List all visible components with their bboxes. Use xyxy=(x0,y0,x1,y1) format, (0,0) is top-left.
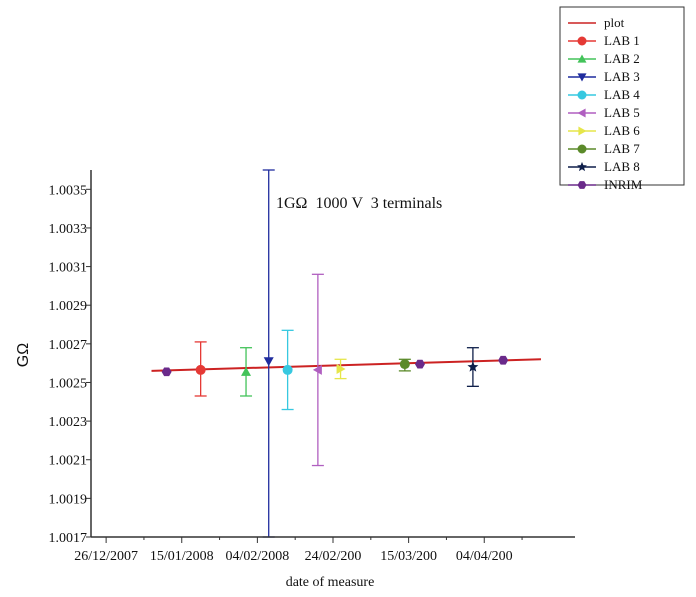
legend-label: LAB 1 xyxy=(604,33,640,48)
data-point xyxy=(414,359,425,369)
series-lab-6 xyxy=(334,358,347,380)
legend-marker xyxy=(577,36,587,46)
x-tick-label: 26/12/2007 xyxy=(74,549,138,564)
data-point xyxy=(467,361,479,372)
x-tick-label: 04/02/2008 xyxy=(225,549,289,564)
fit-line xyxy=(151,358,541,372)
chart-annotation: 1GΩ 1000 V 3 terminals xyxy=(276,195,442,212)
data-point xyxy=(399,359,410,370)
legend-item-lab-6: LAB 6 xyxy=(568,123,640,138)
legend-marker xyxy=(577,144,587,154)
legend-marker xyxy=(578,126,587,136)
legend-item-lab-5: LAB 5 xyxy=(568,105,640,120)
legend-item-lab-7: LAB 7 xyxy=(568,141,640,156)
legend-label: LAB 4 xyxy=(604,87,640,102)
y-tick-label: 1.0033 xyxy=(49,222,88,237)
legend-label: LAB 6 xyxy=(604,123,640,138)
series-lab-2 xyxy=(240,347,253,397)
legend-label: LAB 7 xyxy=(604,141,640,156)
y-tick-label: 1.0035 xyxy=(49,183,88,198)
y-tick-label: 1.0017 xyxy=(49,531,88,546)
data-point xyxy=(336,363,346,374)
legend-label: plot xyxy=(604,15,625,30)
data-point xyxy=(312,364,322,375)
data-point xyxy=(282,364,293,375)
data-point xyxy=(498,355,509,365)
y-tick-label: 1.0029 xyxy=(49,299,88,314)
data-point xyxy=(195,364,206,375)
series-lab-3 xyxy=(262,169,275,538)
y-tick-label: 1.0025 xyxy=(49,376,88,391)
series-lab-5 xyxy=(311,273,324,467)
series-lab-4 xyxy=(281,329,294,411)
legend-marker xyxy=(577,73,587,82)
y-tick-label: 1.0031 xyxy=(49,261,88,276)
legend-item-lab-2: LAB 2 xyxy=(568,51,640,66)
legend-item-plot: plot xyxy=(568,15,625,30)
axes: 1.0017 1.0019 1.0021 1.0023 1.0025 1.0027 1.00… xyxy=(49,170,575,564)
legend-marker xyxy=(577,90,587,100)
fit-line-layer xyxy=(151,358,541,372)
series-inrim xyxy=(161,355,509,377)
x-axis-label: date of measure xyxy=(286,575,375,590)
legend-label: LAB 8 xyxy=(604,159,640,174)
x-tick-label: 15/01/2008 xyxy=(150,549,214,564)
legend-marker xyxy=(577,161,587,172)
legend-item-inrim: INRIM xyxy=(568,177,643,192)
data-point xyxy=(263,357,274,367)
x-ticks: 26/12/2007 15/01/2008 04/02/2008 24/02/200 1… xyxy=(74,537,523,564)
data-point xyxy=(241,366,252,376)
y-ticks: 1.0017 1.0019 1.0021 1.0023 1.0025 1.0027 1.00… xyxy=(49,183,91,546)
y-tick-label: 1.0019 xyxy=(49,492,88,507)
legend-label: LAB 3 xyxy=(604,69,640,84)
series-lab-1 xyxy=(194,341,207,397)
x-tick-label: 15/03/200 xyxy=(380,549,437,564)
legend-item-lab-4: LAB 4 xyxy=(568,87,640,102)
x-tick-label: 04/04/200 xyxy=(456,549,513,564)
legend-label: LAB 5 xyxy=(604,105,640,120)
series-lab-8 xyxy=(466,347,479,387)
y-tick-label: 1.0027 xyxy=(49,338,88,353)
y-tick-label: 1.0021 xyxy=(49,454,88,469)
series-lab-7 xyxy=(398,358,411,372)
legend-item-lab-1: LAB 1 xyxy=(568,33,640,48)
x-tick-label: 24/02/200 xyxy=(305,549,362,564)
y-tick-label: 1.0023 xyxy=(49,415,88,430)
data-point xyxy=(161,367,172,377)
y-axis-label: GΩ xyxy=(15,343,32,367)
legend-marker xyxy=(577,181,587,189)
series-layer xyxy=(161,169,509,538)
legend-marker xyxy=(577,108,586,118)
legend: plot LAB 1 LAB 2 LAB 3 LAB 4 LAB 5 LAB 6 LAB 7 L… xyxy=(559,6,685,192)
legend-item-lab-3: LAB 3 xyxy=(568,69,640,84)
legend-label: LAB 2 xyxy=(604,51,640,66)
legend-marker xyxy=(577,54,587,63)
legend-item-lab-8: LAB 8 xyxy=(568,159,640,174)
legend-label: INRIM xyxy=(604,177,643,192)
